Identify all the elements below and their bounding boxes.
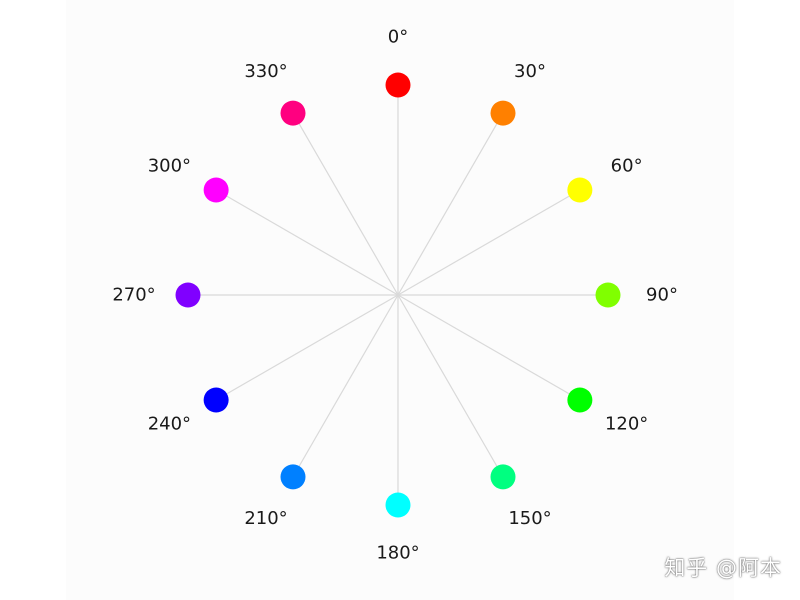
hue-dot-300 (203, 177, 229, 203)
angle-labels: 0° 30° 60° 90° 120° 150° 180° 210° 240° 270° 300° 3… (112, 27, 678, 564)
angle-label-90: 90° (646, 285, 678, 306)
spoke-330 (292, 112, 399, 296)
hue-dot-150 (490, 464, 516, 490)
angle-label-330: 330° (244, 61, 287, 82)
hue-dot-210 (280, 464, 306, 490)
hue-dots (175, 72, 621, 518)
angle-label-120: 120° (605, 414, 648, 435)
hue-dot-270 (175, 282, 201, 308)
hue-dot-0 (385, 72, 411, 98)
watermark: 知乎 @阿本 (664, 556, 782, 580)
hue-dot-180 (385, 492, 411, 518)
angle-label-240: 240° (148, 414, 191, 435)
angle-label-210: 210° (244, 508, 287, 529)
spoke-240 (215, 294, 399, 401)
angle-label-300: 300° (148, 156, 191, 177)
spokes (188, 85, 608, 505)
hue-dot-120 (567, 387, 593, 413)
hue-dot-60 (567, 177, 593, 203)
spoke-150 (397, 294, 504, 478)
angle-label-270: 270° (112, 285, 155, 306)
angle-label-30: 30° (514, 61, 546, 82)
hue-dot-90 (595, 282, 621, 308)
angle-label-180: 180° (376, 543, 419, 564)
hue-dot-240 (203, 387, 229, 413)
spoke-120 (397, 294, 581, 401)
hue-dot-330 (280, 100, 306, 126)
angle-label-150: 150° (508, 508, 551, 529)
spoke-60 (397, 189, 581, 296)
spoke-210 (292, 294, 399, 478)
angle-label-60: 60° (611, 156, 643, 177)
hue-dot-30 (490, 100, 516, 126)
spoke-300 (215, 189, 399, 296)
spoke-30 (397, 112, 504, 296)
angle-label-0: 0° (388, 27, 408, 48)
